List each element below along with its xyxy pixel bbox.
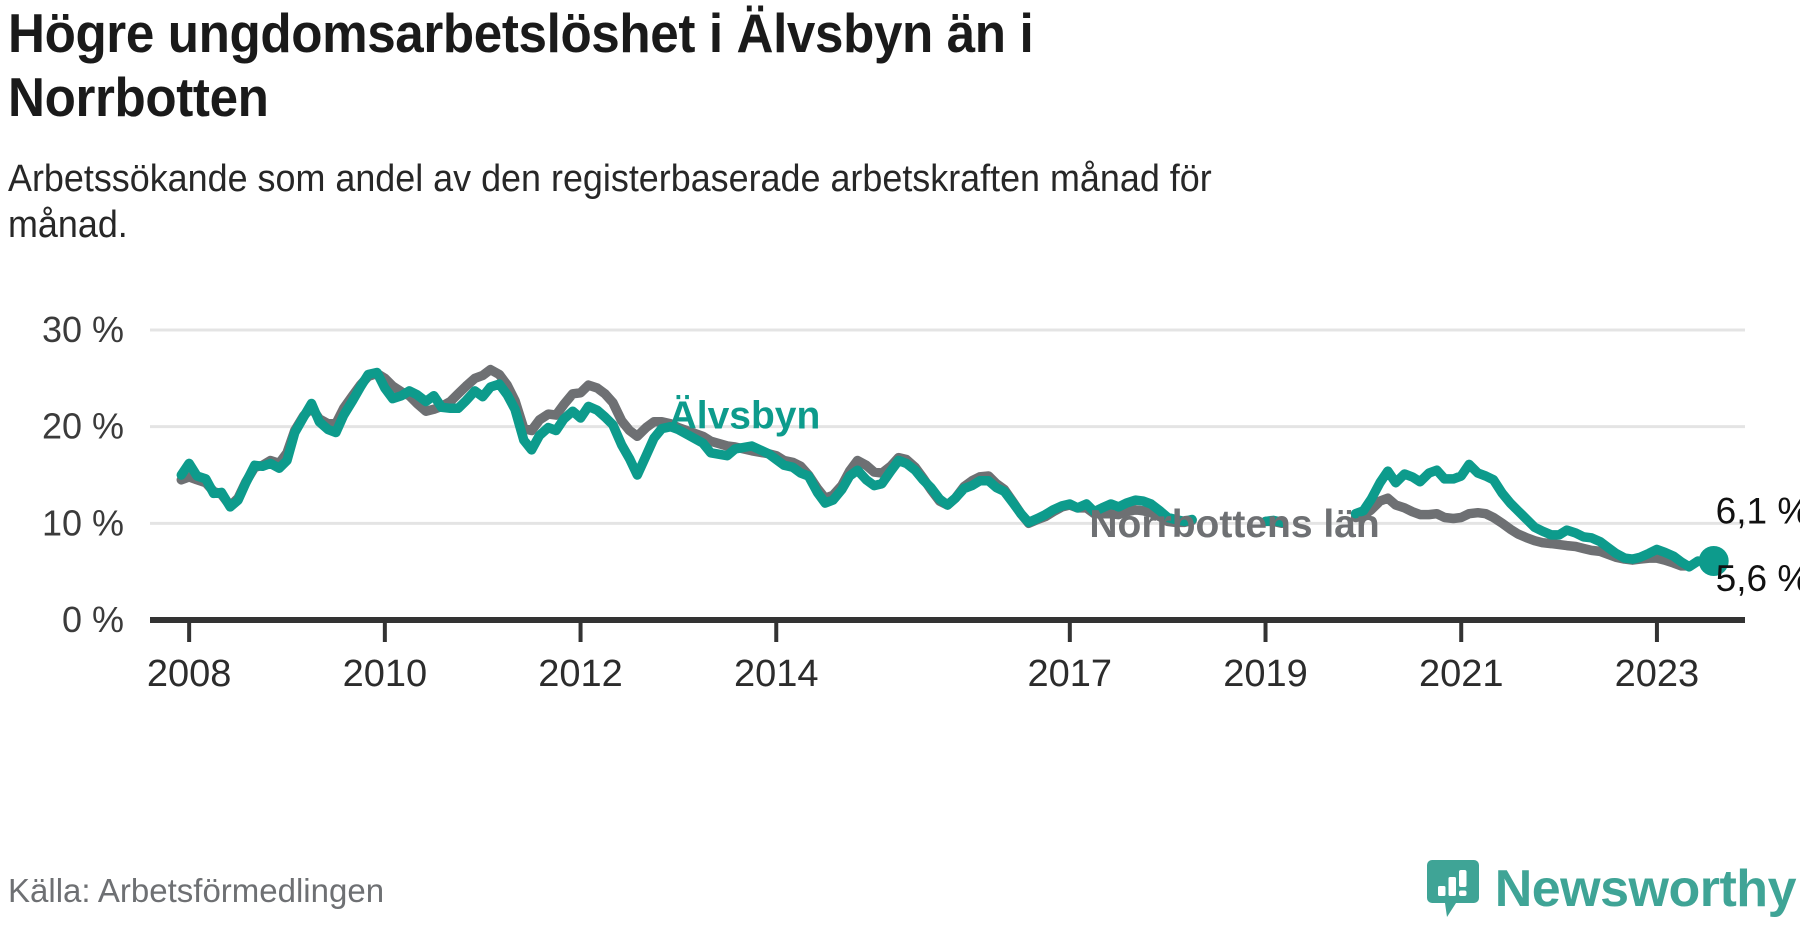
source-note: Källa: Arbetsförmedlingen <box>8 872 385 909</box>
brand-wordmark: Newsworthy <box>1494 860 1797 918</box>
page-title: Högre ungdomsarbetslöshet i Älvsbyn än i… <box>8 2 1034 128</box>
y-tick-label: 10 % <box>42 502 124 543</box>
newsworthy-logo-icon <box>1426 860 1479 917</box>
series-line-alvsbyn <box>1350 459 1703 572</box>
chart-container: 0 % 10 % 20 % 30 % Älvsbyn Norrbottens län 6,… <box>0 296 1800 776</box>
x-tick-label: 2014 <box>734 653 819 695</box>
newsworthy-brand: Newsworthy <box>1425 858 1797 920</box>
line-chart: 0 % 10 % 20 % 30 % Älvsbyn Norrbottens län 6,… <box>42 309 1800 695</box>
y-axis-labels: 0 % 10 % 20 % 30 % <box>42 309 124 640</box>
x-tick-label: 2012 <box>538 653 623 695</box>
end-point-marker <box>1698 546 1729 577</box>
chart-subtitle: Arbetssökande som andel av den registerb… <box>8 157 1212 246</box>
series-line-norrbotten <box>176 364 1197 529</box>
data-series <box>176 364 1703 572</box>
y-tick-label: 0 % <box>62 599 124 640</box>
chart-footer: Källa: Arbetsförmedlingen Newsworthy <box>0 832 1800 948</box>
x-tick-label: 2023 <box>1615 653 1700 695</box>
series-label-alvsbyn: Älvsbyn <box>669 395 821 438</box>
x-tick-label: 2017 <box>1028 653 1113 695</box>
x-tick-label: 2008 <box>147 653 232 695</box>
x-axis <box>150 617 1745 642</box>
x-tick-label: 2010 <box>343 653 428 695</box>
series-line-alvsbyn <box>1260 515 1287 528</box>
series-line-alvsbyn <box>176 367 1197 528</box>
gridlines <box>150 328 1745 525</box>
y-tick-label: 30 % <box>42 309 124 350</box>
series-annotations: Älvsbyn Norrbottens län 6,1 % 5,6 % <box>669 395 1800 599</box>
y-tick-label: 20 % <box>42 406 124 447</box>
x-tick-label: 2021 <box>1419 653 1504 695</box>
series-label-norrbotten: Norrbottens län <box>1089 503 1379 546</box>
chart-header: Högre ungdomsarbetslöshet i Älvsbyn än i… <box>8 2 1668 248</box>
x-axis-labels: 2008 2010 2012 2014 2017 2019 2021 2023 <box>147 653 1699 695</box>
value-label: 6,1 % <box>1716 490 1800 531</box>
end-value-dot <box>1698 546 1729 577</box>
x-tick-label: 2019 <box>1223 653 1308 695</box>
value-label: 5,6 % <box>1716 558 1800 599</box>
